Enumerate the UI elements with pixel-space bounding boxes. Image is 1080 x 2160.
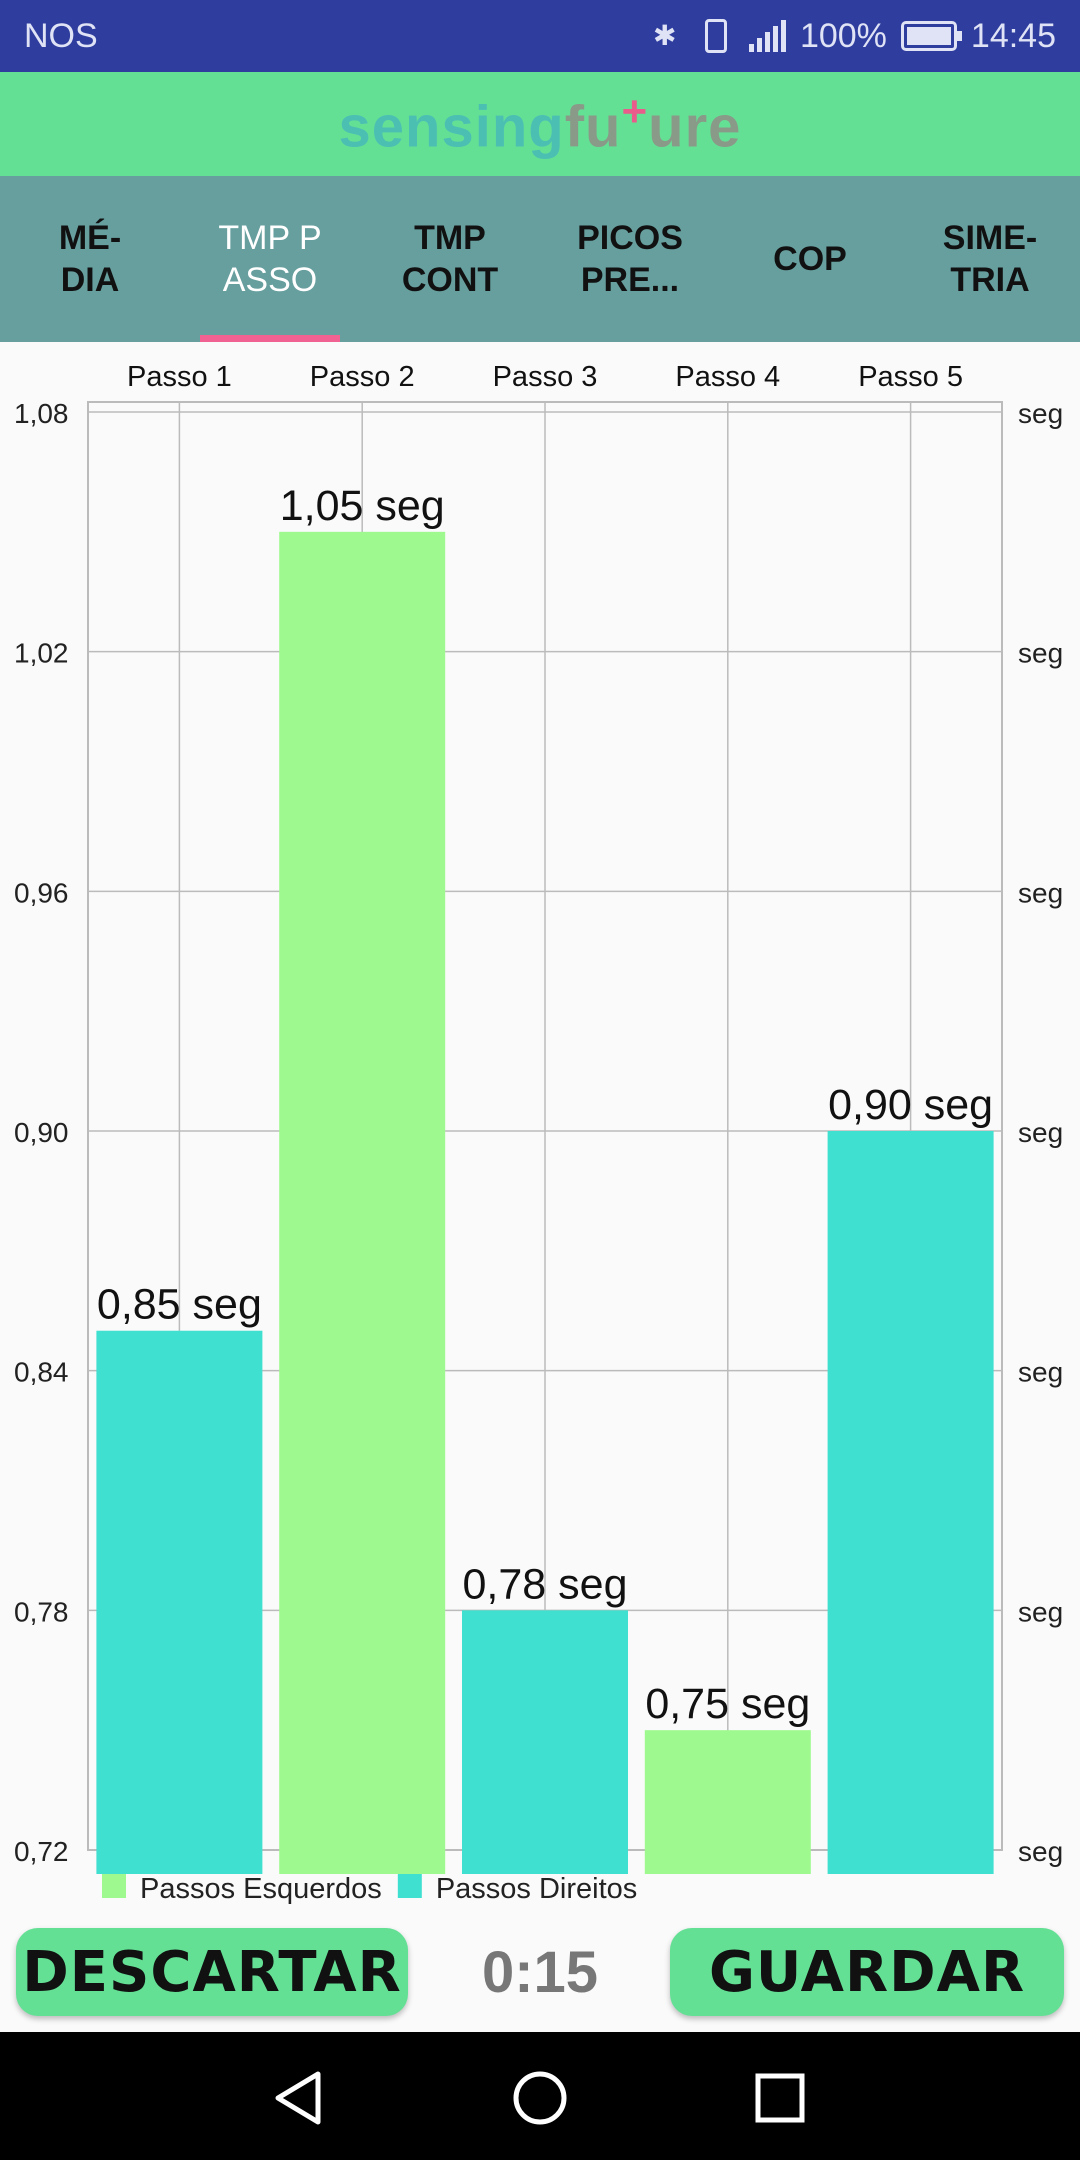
status-bar: NOS 100% 14:45	[0, 0, 1080, 72]
tab-tmp-passo[interactable]: TMP P ASSO	[180, 176, 360, 342]
save-button[interactable]: GUARDAR	[670, 1928, 1064, 2016]
y-tick-label: 0,84	[14, 1357, 69, 1388]
bar-chart-svg: 1,08 seg 1,02 seg 0,96 seg 0,90 seg 0,84 seg 0,78 s…	[14, 361, 1063, 1905]
tab-simetria[interactable]: SIME- TRIA	[942, 219, 1038, 299]
recents-square-icon[interactable]	[750, 2068, 810, 2128]
y-right-unit-label: seg	[1018, 1836, 1063, 1867]
battery-percent: 100%	[799, 16, 887, 55]
y-right-unit-label: seg	[1018, 877, 1063, 908]
bar	[644, 1730, 811, 1874]
home-circle-icon[interactable]	[510, 2068, 570, 2128]
bar-value-label: 0,85 seg	[97, 1281, 262, 1329]
x-category-label: Passo 3	[493, 361, 598, 393]
bar	[827, 1131, 994, 1874]
carrier-name: NOS	[24, 16, 98, 55]
tab-cop[interactable]: COP	[773, 240, 847, 278]
navigation-bar	[0, 2032, 1080, 2160]
y-right-unit-label: seg	[1018, 1596, 1063, 1627]
tab-bar: MÉ- DIA TMP P ASSO TMP CONT PICOS PRE...…	[0, 176, 1080, 342]
y-right-unit-label: seg	[1018, 638, 1063, 669]
bar-value-label: 0,90 seg	[828, 1081, 993, 1129]
y-tick-label: 0,78	[14, 1596, 69, 1627]
y-tick-label: 1,08	[14, 398, 69, 429]
y-tick-label: 0,96	[14, 877, 69, 908]
bottom-controls: DESCARTAR 0:15 GUARDAR	[0, 1912, 1080, 2032]
bar	[279, 531, 446, 1875]
vibrate-icon	[704, 19, 727, 53]
legend-swatch	[102, 1874, 126, 1898]
timer-display: 0:15	[481, 1939, 599, 2005]
battery-icon	[900, 21, 962, 51]
x-category-label: Passo 4	[675, 361, 780, 393]
back-triangle-icon[interactable]	[270, 2068, 330, 2128]
x-category-label: Passo 1	[127, 361, 232, 393]
legend-swatch	[397, 1874, 422, 1898]
bluetooth-icon	[649, 19, 683, 53]
step-time-chart: 1,08 seg 1,02 seg 0,96 seg 0,90 seg 0,84 seg 0,78 s…	[0, 342, 1080, 1912]
discard-button[interactable]: DESCARTAR	[16, 1928, 408, 2016]
clock: 14:45	[970, 16, 1056, 55]
bar-value-label: 0,78 seg	[463, 1560, 628, 1608]
y-right-unit-label: seg	[1018, 398, 1063, 429]
legend-label: Passos Direitos	[436, 1873, 637, 1905]
app-logo: sensingfu+ure	[338, 87, 742, 160]
tab-tmp-cont[interactable]: TMP CONT	[401, 219, 499, 299]
y-tick-label: 1,02	[14, 638, 69, 669]
legend-label: Passos Esquerdos	[140, 1873, 382, 1905]
tab-media[interactable]: MÉ- DIA	[58, 219, 122, 299]
bar-value-label: 0,75 seg	[645, 1680, 810, 1728]
y-right-unit-label: seg	[1018, 1357, 1063, 1388]
bar	[96, 1330, 263, 1874]
x-category-label: Passo 5	[858, 361, 963, 393]
status-icons: 100% 14:45	[649, 17, 1056, 56]
signal-icon	[748, 20, 786, 52]
y-right-unit-label: seg	[1018, 1117, 1063, 1148]
app-bar: sensingfu+ure	[0, 72, 1080, 176]
y-tick-label: 0,90	[14, 1117, 69, 1148]
x-category-label: Passo 2	[310, 361, 415, 393]
bar	[462, 1610, 628, 1874]
tab-picos-pressao[interactable]: PICOS PRE...	[577, 219, 683, 299]
y-tick-label: 0,72	[14, 1836, 69, 1867]
bar-value-label: 1,05 seg	[280, 482, 445, 530]
